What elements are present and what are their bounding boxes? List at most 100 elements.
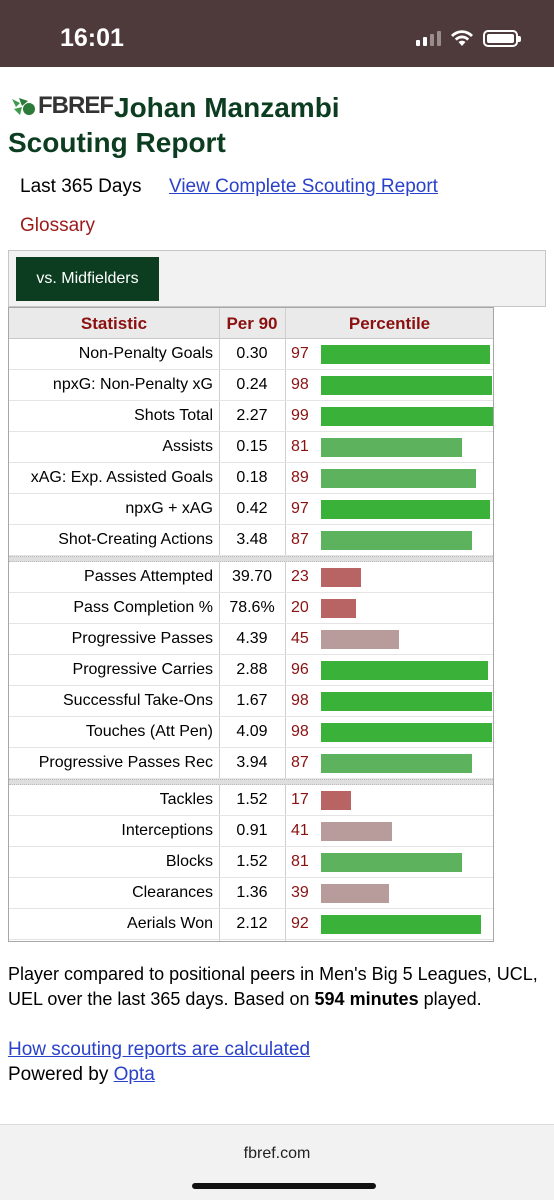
percentile-value: 20 [291, 599, 309, 616]
browser-address-bar: fbref.com [0, 1124, 554, 1200]
table-row: Shot-Creating Actions 3.48 87 [9, 525, 493, 556]
per90-value: 78.6% [229, 599, 275, 616]
percentile-value: 39 [291, 884, 309, 901]
stat-name[interactable]: Aerials Won [127, 915, 213, 932]
stat-name[interactable]: Successful Take-Ons [63, 692, 213, 709]
home-indicator[interactable] [192, 1183, 376, 1189]
percentile-value: 23 [291, 568, 309, 585]
page-title-report: Scouting Report [8, 127, 226, 158]
percentile-bar [321, 531, 472, 550]
percentile-value: 92 [291, 915, 309, 932]
table-row: Successful Take-Ons 1.67 98 [9, 686, 493, 717]
header-statistic[interactable]: Statistic [80, 314, 148, 333]
wifi-icon [451, 30, 473, 46]
percentile-bar [321, 599, 356, 618]
percentile-value: 98 [291, 692, 309, 709]
table-row: Non-Penalty Goals 0.30 97 [9, 339, 493, 370]
stat-name[interactable]: npxG + xAG [125, 500, 213, 517]
per90-value: 3.94 [236, 754, 268, 771]
table-row: Interceptions 0.91 41 [9, 816, 493, 847]
percentile-bar [321, 661, 488, 680]
table-row: Clearances 1.36 39 [9, 878, 493, 909]
period-label: Last 365 Days [20, 176, 142, 197]
stat-name[interactable]: Non-Penalty Goals [78, 345, 213, 362]
percentile-value: 98 [291, 376, 309, 393]
percentile-value: 41 [291, 822, 309, 839]
group-separator [9, 779, 493, 785]
table-row: xAG: Exp. Assisted Goals 0.18 89 [9, 463, 493, 494]
percentile-value: 89 [291, 469, 309, 486]
stat-name[interactable]: xAG: Exp. Assisted Goals [30, 469, 213, 486]
percentile-bar [321, 791, 351, 810]
cellular-signal-icon [416, 30, 441, 46]
percentile-bar [321, 853, 462, 872]
status-time: 16:01 [60, 24, 124, 52]
stat-name[interactable]: Clearances [132, 884, 213, 901]
percentile-bar [321, 692, 492, 711]
percentile-bar [321, 884, 389, 903]
percentile-value: 81 [291, 438, 309, 455]
percentile-bar [321, 469, 476, 488]
percentile-bar [321, 438, 462, 457]
header-percentile[interactable]: Percentile [348, 314, 431, 333]
view-complete-report-link[interactable]: View Complete Scouting Report [169, 176, 438, 197]
header-per90[interactable]: Per 90 [226, 314, 278, 333]
stat-name[interactable]: Passes Attempted [84, 568, 213, 585]
stat-name[interactable]: Shots Total [134, 407, 213, 424]
percentile-value: 81 [291, 853, 309, 870]
glossary-link[interactable]: Glossary [20, 215, 95, 236]
per90-value: 0.42 [236, 500, 268, 517]
percentile-value: 87 [291, 754, 309, 771]
per90-value: 4.09 [236, 723, 268, 740]
stat-name[interactable]: Interceptions [121, 822, 213, 839]
percentile-value: 97 [291, 345, 309, 362]
per90-value: 3.48 [236, 531, 268, 548]
powered-by-label: Powered by [8, 1064, 114, 1085]
stat-name[interactable]: Tackles [159, 791, 213, 808]
percentile-bar [321, 376, 492, 395]
url-display[interactable]: fbref.com [243, 1145, 311, 1162]
fbref-logo[interactable]: FBREF [10, 92, 114, 120]
percentile-bar [321, 345, 490, 364]
table-row: Progressive Passes 4.39 45 [9, 624, 493, 655]
percentile-bar [321, 500, 490, 519]
footnote-text: Player compared to positional peers in M… [8, 964, 538, 1009]
stat-name[interactable]: Blocks [165, 853, 213, 870]
table-row: Pass Completion % 78.6% 20 [9, 593, 493, 624]
how-calculated-link[interactable]: How scouting reports are calculated [8, 1039, 311, 1060]
stat-name[interactable]: npxG: Non-Penalty xG [52, 376, 213, 393]
battery-icon [483, 29, 521, 47]
percentile-bar [321, 822, 392, 841]
percentile-bar [321, 915, 481, 934]
percentile-value: 98 [291, 723, 309, 740]
per90-value: 1.67 [236, 692, 268, 709]
footnote-end: played. [418, 989, 482, 1009]
stat-name[interactable]: Progressive Carries [72, 661, 213, 678]
opta-link[interactable]: Opta [113, 1064, 155, 1085]
column-divider [285, 308, 286, 941]
percentile-value: 96 [291, 661, 309, 678]
stat-name[interactable]: Assists [162, 438, 213, 455]
tab-vs-midfielders[interactable]: vs. Midfielders [16, 257, 159, 301]
per90-value: 1.52 [236, 853, 268, 870]
percentile-bar [321, 630, 399, 649]
percentile-bar [321, 407, 493, 426]
table-row: npxG + xAG 0.42 97 [9, 494, 493, 525]
table-row: Touches (Att Pen) 4.09 98 [9, 717, 493, 748]
comparison-tab-bar: vs. Midfielders [8, 250, 546, 307]
stat-name[interactable]: Progressive Passes Rec [38, 754, 213, 771]
stat-name[interactable]: Shot-Creating Actions [58, 531, 213, 548]
stat-name[interactable]: Touches (Att Pen) [85, 723, 213, 740]
stat-name[interactable]: Pass Completion % [73, 599, 213, 616]
column-divider [219, 308, 220, 941]
table-row: Blocks 1.52 81 [9, 847, 493, 878]
fbref-logo-text: FBREF [38, 92, 114, 119]
per90-value: 0.30 [236, 345, 268, 362]
percentile-value: 97 [291, 500, 309, 517]
per90-value: 0.18 [236, 469, 268, 486]
table-row: Passes Attempted 39.70 23 [9, 562, 493, 593]
per90-value: 0.91 [236, 822, 268, 839]
powered-by: Powered by Opta [8, 1064, 155, 1086]
stat-name[interactable]: Progressive Passes [71, 630, 213, 647]
table-row: Shots Total 2.27 99 [9, 401, 493, 432]
